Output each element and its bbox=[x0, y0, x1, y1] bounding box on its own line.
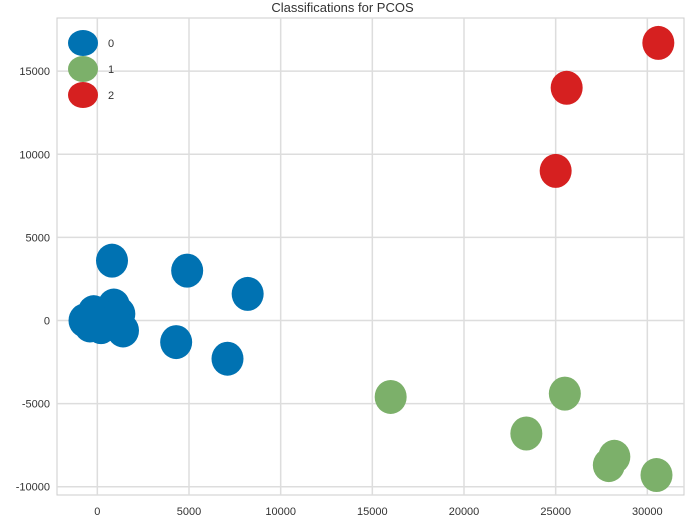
y-tick-label: -10000 bbox=[16, 482, 50, 494]
legend-label-2: 2 bbox=[108, 90, 114, 102]
x-tick-label: 10000 bbox=[265, 506, 296, 518]
data-point-0 bbox=[231, 276, 264, 311]
chart-title: Classifications for PCOS bbox=[271, 0, 414, 15]
data-point-0 bbox=[107, 313, 139, 348]
data-point-1 bbox=[548, 376, 581, 411]
data-point-1 bbox=[510, 416, 543, 451]
legend-label-1: 1 bbox=[108, 64, 114, 76]
y-tick-label: 5000 bbox=[26, 232, 50, 244]
data-point-2 bbox=[550, 70, 583, 105]
y-tick-label: 15000 bbox=[19, 66, 50, 78]
data-point-0 bbox=[96, 243, 128, 278]
data-point-1 bbox=[640, 458, 673, 493]
plot-area bbox=[57, 18, 684, 495]
data-points bbox=[68, 25, 675, 493]
plot-frame bbox=[56, 17, 685, 496]
legend-marker-0 bbox=[68, 30, 98, 56]
legend-label-0: 0 bbox=[108, 38, 114, 50]
tick-labels: 0 5000 10000 15000 20000 25000 30000-10000-500… bbox=[16, 66, 663, 518]
x-tick-label: 20000 bbox=[449, 506, 480, 518]
y-tick-label: -5000 bbox=[22, 399, 50, 411]
data-point-0 bbox=[160, 325, 193, 360]
data-point-1 bbox=[374, 379, 407, 414]
data-point-0 bbox=[211, 341, 244, 376]
data-point-1 bbox=[592, 448, 625, 483]
y-tick-label: 10000 bbox=[19, 149, 50, 161]
x-tick-label: 25000 bbox=[540, 506, 571, 518]
legend-marker-2 bbox=[68, 82, 98, 108]
x-tick-label: 0 bbox=[94, 506, 100, 518]
legend: 0 1 2 bbox=[68, 30, 114, 108]
x-tick-label: 5000 bbox=[177, 506, 201, 518]
y-tick-label: 0 bbox=[44, 315, 50, 327]
data-point-2 bbox=[642, 25, 675, 60]
legend-marker-1 bbox=[68, 56, 98, 82]
data-point-2 bbox=[539, 153, 572, 188]
x-tick-label: 30000 bbox=[632, 506, 663, 518]
x-tick-label: 15000 bbox=[357, 506, 388, 518]
data-point-0 bbox=[171, 253, 204, 288]
